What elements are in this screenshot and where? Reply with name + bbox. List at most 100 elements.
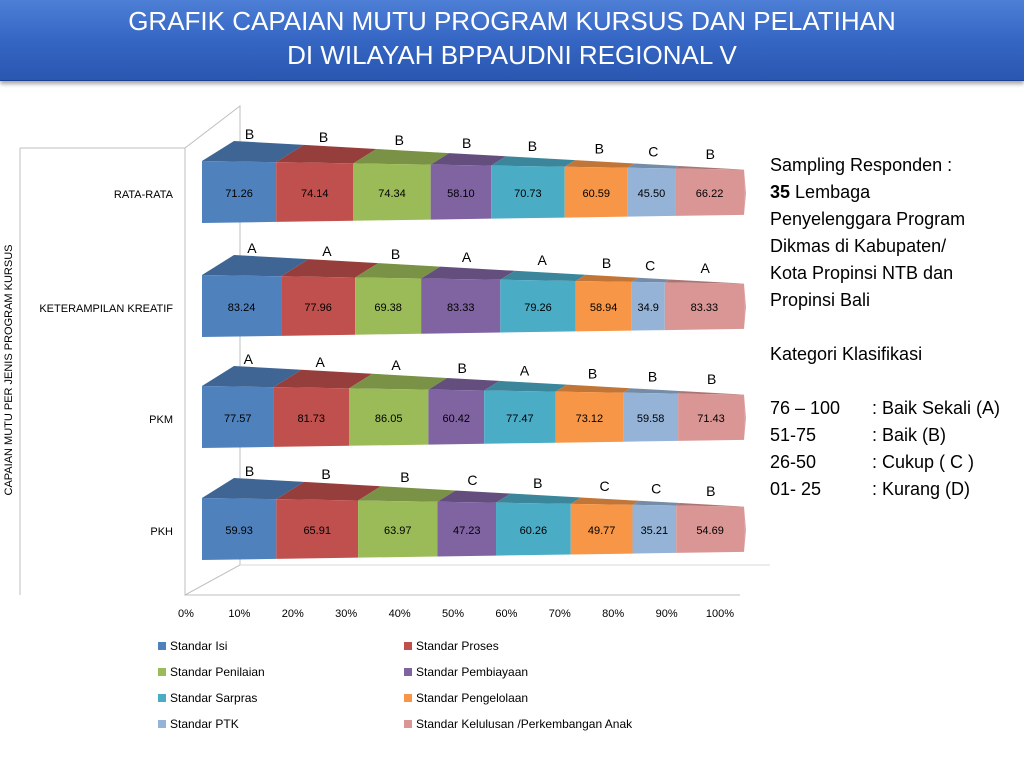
kategori-range: 51-75 (770, 425, 817, 445)
kategori-range: 01- 25 (770, 479, 822, 499)
category-label: PKH (150, 526, 173, 538)
cone-top-face (355, 263, 441, 279)
grade-label: B (245, 463, 254, 479)
kategori-label: : Baik (B) (872, 425, 947, 445)
sampling-line-4: Dikmas di Kabupaten/ (770, 236, 947, 256)
grade-label: B (391, 246, 400, 262)
x-tick-label: 30% (335, 608, 357, 620)
legend-swatch (404, 642, 412, 650)
sampling-count: 35 (770, 182, 791, 202)
grade-label: A (701, 260, 711, 276)
cone-top-face (675, 165, 744, 170)
category-label: RATA-RATA (114, 189, 174, 201)
grade-label: A (322, 243, 332, 259)
data-label: 60.59 (582, 188, 610, 200)
grade-label: A (462, 249, 472, 265)
grade-label: B (602, 255, 611, 271)
data-label: 63.97 (384, 525, 412, 537)
data-label: 77.96 (304, 302, 332, 314)
grade-label: B (533, 475, 542, 491)
x-tick-label: 0% (178, 608, 194, 620)
grade-label: B (528, 138, 537, 154)
legend-entry: Standar Pengelolaan (416, 691, 528, 705)
legend-entry: Standar Sarpras (170, 691, 257, 705)
legend-swatch (158, 720, 166, 728)
grade-label: B (321, 466, 330, 482)
data-label: 79.26 (524, 302, 552, 314)
bar-segment (353, 163, 431, 221)
bar-segment (421, 278, 501, 334)
bar-segment (664, 282, 744, 331)
cone-top-face (273, 369, 373, 389)
legend-swatch (158, 642, 166, 650)
page-title-line-2: DI WILAYAH BPPAUDNI REGIONAL V (287, 40, 737, 70)
bar-segment (355, 277, 422, 335)
data-label: 59.58 (637, 413, 665, 425)
cone-top-face (430, 153, 507, 166)
kategori-label: : Cukup ( C ) (872, 452, 975, 472)
cone-tip (744, 169, 746, 215)
grade-label: B (458, 360, 467, 376)
kategori-row: 76 – 100: Baik Sekali (A) (770, 395, 1020, 422)
bar-segment (627, 167, 676, 217)
kategori-title: Kategori Klasifikasi (770, 344, 923, 364)
data-label: 59.93 (225, 525, 253, 537)
cone-top-face (428, 377, 500, 391)
data-label: 83.24 (228, 302, 256, 314)
cone-tip (744, 394, 746, 440)
cone-tip (744, 283, 746, 329)
sampling-line-2-text: Lembaga (795, 182, 871, 202)
cone-top-face (202, 366, 302, 388)
cone-top-face (202, 141, 304, 163)
grade-label: A (538, 252, 548, 268)
x-tick-label: 90% (656, 608, 678, 620)
cone-top-face (281, 259, 379, 278)
grade-label: C (645, 257, 655, 273)
data-label: 35.21 (641, 525, 669, 537)
data-label: 34.9 (638, 302, 659, 314)
bar-segment (281, 276, 356, 336)
legend-entry: Standar Proses (416, 639, 499, 653)
page-title-line-1: GRAFIK CAPAIAN MUTU PROGRAM KURSUS DAN P… (128, 6, 896, 36)
legend-swatch (158, 668, 166, 676)
bar-segment (675, 168, 744, 216)
legend-swatch (404, 668, 412, 676)
kategori-row: 51-75 : Baik (B) (770, 422, 1020, 449)
cone-top-face (564, 160, 635, 168)
kategori-label: : Kurang (D) (872, 479, 971, 499)
data-label: 71.43 (697, 413, 725, 425)
grade-label: A (520, 363, 530, 379)
grade-label: A (316, 354, 326, 370)
data-label: 66.22 (696, 188, 724, 200)
bar-segment (632, 504, 677, 554)
sampling-line-5: Kota Propinsi NTB dan (770, 263, 954, 283)
data-label: 69.38 (374, 302, 402, 314)
bar-segment (484, 390, 556, 444)
x-tick-label: 60% (495, 608, 517, 620)
kategori-row: 01- 25 : Kurang (D) (770, 476, 1020, 503)
cone-top-face (276, 144, 377, 164)
cone-top-face (491, 156, 576, 167)
bar-segment (496, 502, 571, 556)
x-tick-label: 40% (389, 608, 411, 620)
cone-top-face (500, 270, 586, 281)
bar-segment (555, 391, 624, 443)
legend-entry: Standar Penilaian (170, 665, 265, 679)
grade-label: B (462, 135, 471, 151)
bar-segment (428, 389, 485, 445)
bar-segment (202, 386, 274, 448)
kategori-row: 26-50: Cukup ( C ) (770, 449, 1020, 476)
x-tick-label: 70% (549, 608, 571, 620)
grade-label: C (651, 480, 661, 496)
data-label: 71.26 (225, 188, 253, 200)
grade-label: B (706, 483, 715, 499)
bar-segment (430, 164, 492, 220)
bar-segment (623, 392, 679, 442)
cone-top-face (421, 266, 515, 280)
legend-entry: Standar PTK (170, 717, 239, 731)
data-label: 73.12 (576, 413, 604, 425)
grade-label: B (588, 366, 597, 382)
data-label: 49.77 (588, 525, 616, 537)
data-label: 77.47 (506, 413, 534, 425)
